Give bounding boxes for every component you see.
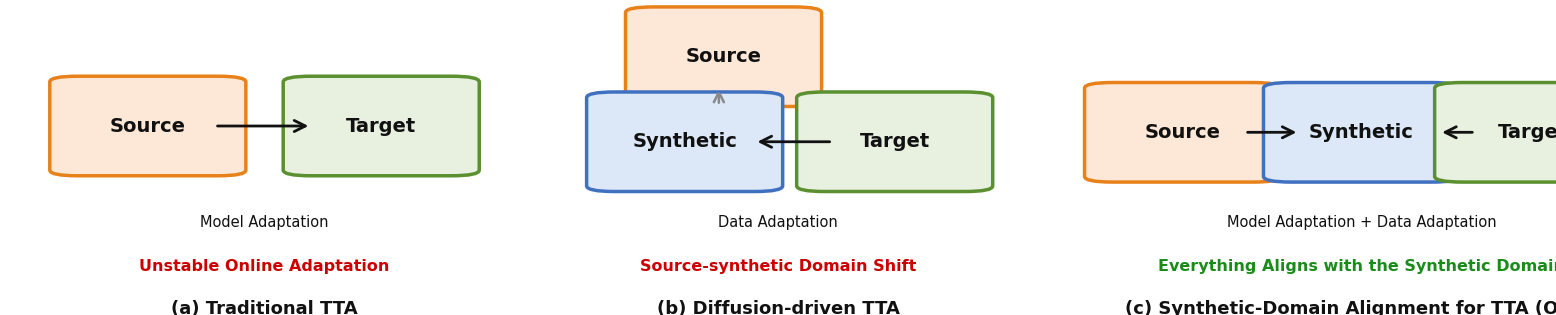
Text: Source-synthetic Domain Shift: Source-synthetic Domain Shift: [640, 259, 916, 274]
FancyBboxPatch shape: [587, 92, 783, 192]
FancyBboxPatch shape: [1085, 83, 1281, 182]
Text: Model Adaptation: Model Adaptation: [201, 215, 328, 230]
Text: (a) Traditional TTA: (a) Traditional TTA: [171, 300, 358, 315]
Text: Unstable Online Adaptation: Unstable Online Adaptation: [140, 259, 389, 274]
FancyBboxPatch shape: [1435, 83, 1556, 182]
Text: (b) Diffusion-driven TTA: (b) Diffusion-driven TTA: [657, 300, 899, 315]
FancyBboxPatch shape: [1263, 83, 1460, 182]
Text: Everything Aligns with the Synthetic Domain: Everything Aligns with the Synthetic Dom…: [1158, 259, 1556, 274]
Text: (c) Synthetic-Domain Alignment for TTA (Ours): (c) Synthetic-Domain Alignment for TTA (…: [1125, 300, 1556, 315]
FancyBboxPatch shape: [626, 7, 822, 106]
Text: Data Adaptation: Data Adaptation: [719, 215, 837, 230]
FancyBboxPatch shape: [283, 76, 479, 176]
FancyBboxPatch shape: [797, 92, 993, 192]
Text: Source: Source: [686, 47, 761, 66]
Text: Source: Source: [110, 117, 185, 135]
Text: Model Adaptation + Data Adaptation: Model Adaptation + Data Adaptation: [1226, 215, 1497, 230]
Text: Synthetic: Synthetic: [1309, 123, 1414, 142]
Text: Target: Target: [1497, 123, 1556, 142]
Text: Target: Target: [345, 117, 417, 135]
FancyBboxPatch shape: [50, 76, 246, 176]
Text: Source: Source: [1145, 123, 1220, 142]
Text: Target: Target: [859, 132, 930, 151]
Text: Synthetic: Synthetic: [632, 132, 738, 151]
